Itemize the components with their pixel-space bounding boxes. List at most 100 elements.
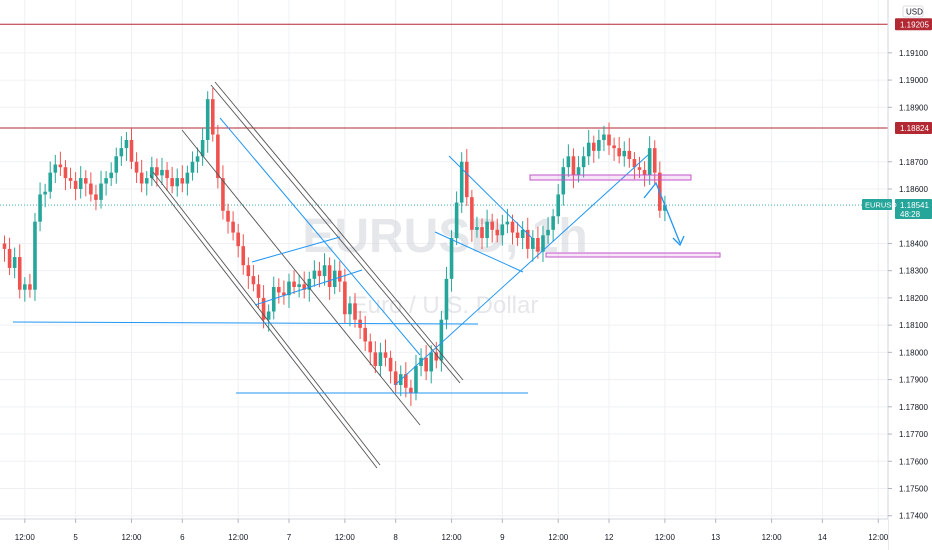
supply-zone[interactable] bbox=[529, 174, 692, 181]
candle-body bbox=[586, 142, 591, 157]
candle-body bbox=[500, 224, 505, 236]
candle-body bbox=[205, 99, 210, 140]
candle-body bbox=[180, 178, 185, 184]
candle-body bbox=[327, 265, 332, 288]
candle-body bbox=[454, 202, 459, 238]
price-tick-label: 1.18200 bbox=[899, 294, 928, 303]
candle-body bbox=[28, 284, 32, 290]
price-axis[interactable]: 1.19100 1.19000 1.18900 1.18700 1.18600 1.184… bbox=[887, 0, 932, 550]
candle-body bbox=[556, 194, 561, 217]
price-tick-label: 1.17700 bbox=[899, 430, 928, 439]
candle-body bbox=[226, 210, 230, 222]
channel-trendline[interactable] bbox=[219, 117, 421, 356]
support-line-upper[interactable] bbox=[12, 321, 479, 325]
time-tick-label: 12:00 bbox=[548, 533, 569, 542]
candle-body bbox=[449, 237, 454, 279]
time-tick-label: 12:00 bbox=[15, 533, 36, 542]
candle-body bbox=[17, 257, 22, 290]
candle-body bbox=[561, 167, 566, 195]
time-tick-label: 13 bbox=[711, 533, 720, 542]
candle-body bbox=[134, 161, 139, 173]
candle-body bbox=[642, 169, 647, 176]
candle-body bbox=[434, 352, 439, 361]
candle-body bbox=[439, 319, 444, 361]
price-tick-label: 1.18700 bbox=[899, 158, 928, 167]
price-tick-label: 1.18400 bbox=[899, 239, 928, 248]
candle-body bbox=[277, 287, 281, 293]
candle-body bbox=[185, 172, 190, 184]
candle-body bbox=[353, 303, 357, 320]
candle-body bbox=[104, 178, 108, 184]
descending-channel[interactable] bbox=[149, 81, 464, 469]
candle-body bbox=[505, 221, 510, 225]
resistance-price-tag-text: 1.18824 bbox=[900, 124, 929, 133]
price-tick-label: 1.18300 bbox=[899, 267, 928, 276]
time-axis[interactable]: 12:00 5 12:00 6 12:00 7 12:00 8 12:00 9 12:00 12 12:… bbox=[0, 518, 889, 550]
candle-body bbox=[94, 194, 98, 200]
projection-arrow[interactable] bbox=[643, 181, 685, 247]
price-tick-label: 1.18100 bbox=[899, 321, 928, 330]
time-tick-label: 9 bbox=[500, 533, 505, 542]
candle-body bbox=[73, 180, 78, 189]
horizontal-levels bbox=[0, 23, 888, 206]
candle-body bbox=[322, 265, 327, 277]
candle-body bbox=[297, 284, 301, 288]
price-axis-background bbox=[888, 0, 932, 550]
candle-body bbox=[312, 270, 317, 279]
candle-body bbox=[424, 357, 428, 372]
candle-body bbox=[617, 148, 621, 157]
target-zone[interactable] bbox=[545, 252, 721, 258]
falling-wedge-pattern[interactable] bbox=[434, 155, 533, 273]
candle-body bbox=[216, 134, 220, 179]
candle-body bbox=[373, 352, 378, 366]
candle-body bbox=[119, 148, 124, 157]
candle-body bbox=[485, 221, 489, 238]
candle-body bbox=[383, 352, 388, 358]
candle-body bbox=[266, 311, 271, 320]
candle-body bbox=[302, 284, 307, 290]
candle-body bbox=[53, 164, 58, 173]
candle-body bbox=[652, 148, 657, 173]
candle-body bbox=[546, 229, 550, 236]
candle-body bbox=[337, 270, 342, 282]
candle-body bbox=[7, 248, 12, 268]
currency-label: USD bbox=[902, 5, 924, 18]
candle-body bbox=[597, 139, 601, 151]
chart-drawings[interactable] bbox=[12, 81, 721, 469]
candle-body bbox=[541, 235, 545, 252]
candle-body bbox=[475, 227, 479, 230]
candle-body bbox=[48, 172, 53, 192]
time-tick-label: 12 bbox=[605, 533, 614, 542]
candle-body bbox=[612, 145, 616, 149]
price-tick-label: 1.18900 bbox=[899, 103, 928, 112]
candle-body bbox=[525, 229, 530, 249]
time-tick-label: 12:00 bbox=[442, 533, 463, 542]
candle-body bbox=[480, 227, 484, 238]
candle-body bbox=[251, 276, 256, 285]
time-axis-background bbox=[0, 519, 888, 550]
time-tick-label: 12:00 bbox=[121, 533, 142, 542]
candle-body bbox=[317, 270, 322, 277]
candle-body bbox=[363, 327, 367, 342]
last-price-tag-text: 48:28 bbox=[900, 210, 921, 219]
candle-body bbox=[33, 221, 37, 290]
price-tick-label: 1.17500 bbox=[899, 485, 928, 494]
bear-flag-pattern[interactable] bbox=[251, 236, 363, 306]
candle-body bbox=[404, 374, 408, 388]
candle-body bbox=[58, 164, 63, 168]
candle-body bbox=[571, 156, 576, 176]
ascending-trendline[interactable] bbox=[394, 154, 649, 386]
candle-body bbox=[409, 387, 413, 394]
candle-body bbox=[38, 194, 42, 222]
candle-body bbox=[124, 139, 129, 149]
candle-body bbox=[200, 139, 205, 157]
candle-body bbox=[515, 232, 520, 238]
time-tick-label: 12:00 bbox=[335, 533, 356, 542]
last-price-tag-text: 1.18541 bbox=[900, 201, 929, 210]
candle-body bbox=[378, 352, 383, 366]
candle-body bbox=[287, 281, 291, 296]
candle-body bbox=[470, 197, 474, 230]
candle-body bbox=[83, 178, 88, 184]
